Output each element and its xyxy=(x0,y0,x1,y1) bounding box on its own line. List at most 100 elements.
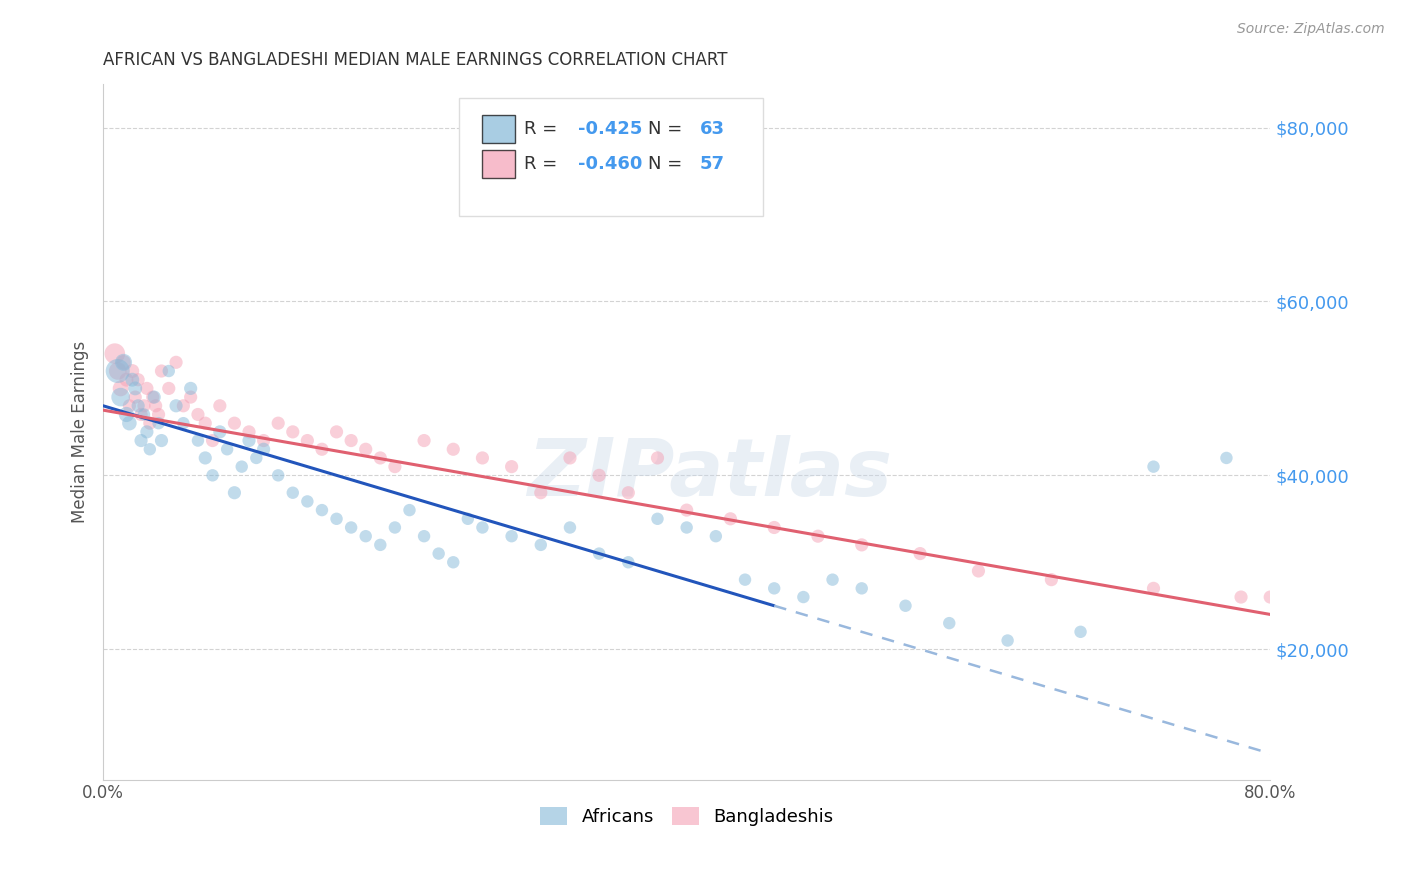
Point xyxy=(297,434,319,448)
Point xyxy=(413,529,436,543)
Point xyxy=(238,434,260,448)
Text: R =: R = xyxy=(524,155,564,173)
Point xyxy=(145,399,167,413)
Text: AFRICAN VS BANGLADESHI MEDIAN MALE EARNINGS CORRELATION CHART: AFRICAN VS BANGLADESHI MEDIAN MALE EARNI… xyxy=(103,51,728,69)
FancyBboxPatch shape xyxy=(482,150,515,178)
Point xyxy=(384,459,406,474)
Point xyxy=(734,573,756,587)
FancyBboxPatch shape xyxy=(460,98,762,216)
Point xyxy=(157,364,180,378)
Point xyxy=(132,399,155,413)
Point xyxy=(224,416,246,430)
Point xyxy=(148,416,170,430)
Point xyxy=(124,390,146,404)
Point xyxy=(217,442,239,457)
Point xyxy=(142,390,165,404)
Point xyxy=(165,355,187,369)
Point xyxy=(763,582,786,596)
Point xyxy=(441,555,464,569)
Point xyxy=(135,425,157,439)
Point xyxy=(325,512,347,526)
Text: -0.425: -0.425 xyxy=(578,120,643,138)
Point xyxy=(457,512,479,526)
Point xyxy=(704,529,727,543)
Point xyxy=(647,512,669,526)
Point xyxy=(121,373,143,387)
Point xyxy=(118,416,141,430)
Point xyxy=(245,450,267,465)
Point xyxy=(311,442,333,457)
Point xyxy=(997,633,1019,648)
Point xyxy=(851,582,873,596)
Point xyxy=(121,364,143,378)
Point xyxy=(501,529,523,543)
Point xyxy=(208,399,231,413)
Point xyxy=(398,503,420,517)
Point xyxy=(368,450,391,465)
Point xyxy=(938,616,960,631)
Point xyxy=(1142,582,1164,596)
Point xyxy=(441,442,464,457)
Point xyxy=(792,590,814,604)
Point xyxy=(1215,450,1237,465)
Point xyxy=(617,555,640,569)
Point xyxy=(150,434,173,448)
Point xyxy=(148,408,170,422)
Point xyxy=(194,450,217,465)
Point xyxy=(1230,590,1253,604)
Point xyxy=(110,381,132,395)
Point xyxy=(129,434,152,448)
Point xyxy=(558,450,581,465)
Point xyxy=(340,520,363,534)
Point xyxy=(281,485,304,500)
Point xyxy=(894,599,917,613)
Point xyxy=(172,399,194,413)
Point xyxy=(112,355,135,369)
Point xyxy=(675,503,697,517)
Point xyxy=(180,381,202,395)
Point xyxy=(325,425,347,439)
Point xyxy=(104,346,127,360)
Point xyxy=(311,503,333,517)
Text: N =: N = xyxy=(648,120,688,138)
Point xyxy=(675,520,697,534)
Point xyxy=(187,408,209,422)
Point xyxy=(172,416,194,430)
Legend: Africans, Bangladeshis: Africans, Bangladeshis xyxy=(533,799,841,833)
Point xyxy=(110,390,132,404)
Point xyxy=(908,547,931,561)
Point xyxy=(201,468,224,483)
Point xyxy=(252,434,274,448)
Point xyxy=(187,434,209,448)
Point xyxy=(208,425,231,439)
Point xyxy=(967,564,990,578)
Point xyxy=(165,399,187,413)
Point xyxy=(135,381,157,395)
Point xyxy=(281,425,304,439)
Point xyxy=(354,529,377,543)
Point xyxy=(112,355,135,369)
Point xyxy=(267,468,290,483)
Text: N =: N = xyxy=(648,155,688,173)
Point xyxy=(115,408,138,422)
Text: 57: 57 xyxy=(700,155,724,173)
Point xyxy=(530,485,553,500)
Point xyxy=(267,416,290,430)
Point xyxy=(107,364,129,378)
Point xyxy=(384,520,406,534)
Text: -0.460: -0.460 xyxy=(578,155,643,173)
Point xyxy=(354,442,377,457)
Point xyxy=(129,408,152,422)
Text: R =: R = xyxy=(524,120,564,138)
Point xyxy=(588,468,610,483)
Point xyxy=(427,547,450,561)
Point xyxy=(107,364,129,378)
Point xyxy=(150,364,173,378)
Point xyxy=(588,547,610,561)
Point xyxy=(1258,590,1281,604)
Point xyxy=(647,450,669,465)
Point xyxy=(471,520,494,534)
Text: ZIPatlas: ZIPatlas xyxy=(527,434,893,513)
Point xyxy=(118,399,141,413)
Point xyxy=(501,459,523,474)
